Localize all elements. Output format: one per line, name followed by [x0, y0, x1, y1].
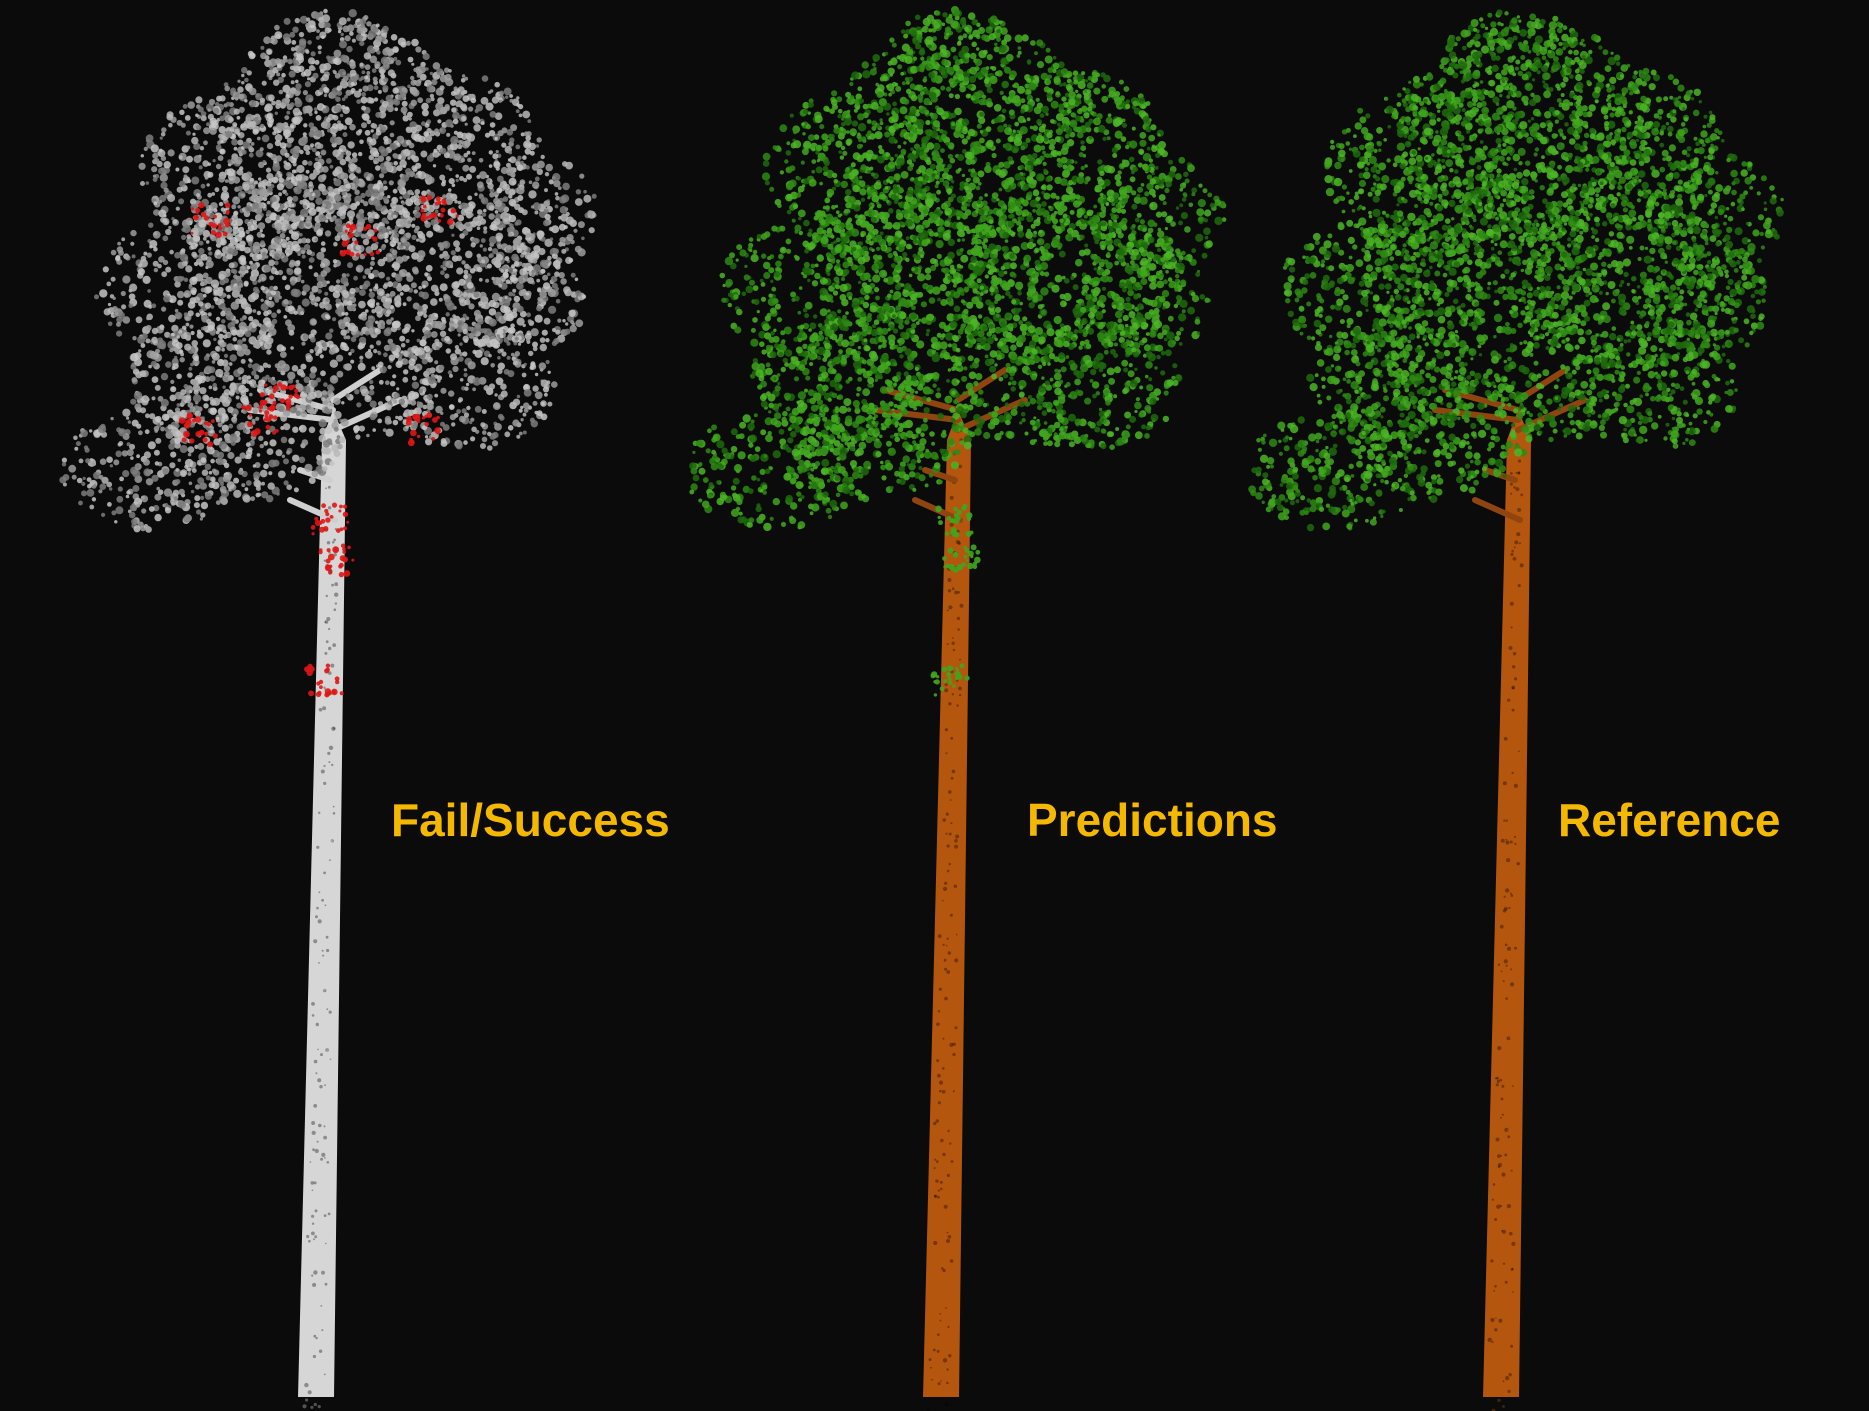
trunk — [923, 410, 971, 1397]
label-predictions: Predictions — [1027, 794, 1278, 846]
tree-reference — [1248, 9, 1784, 1411]
trunk — [1483, 410, 1531, 1397]
trunk — [298, 410, 346, 1397]
tree-predictions — [689, 6, 1227, 1411]
label-reference: Reference — [1558, 794, 1781, 846]
tree-fail-success — [59, 8, 597, 1411]
label-fail-success: Fail/Success — [391, 794, 670, 846]
